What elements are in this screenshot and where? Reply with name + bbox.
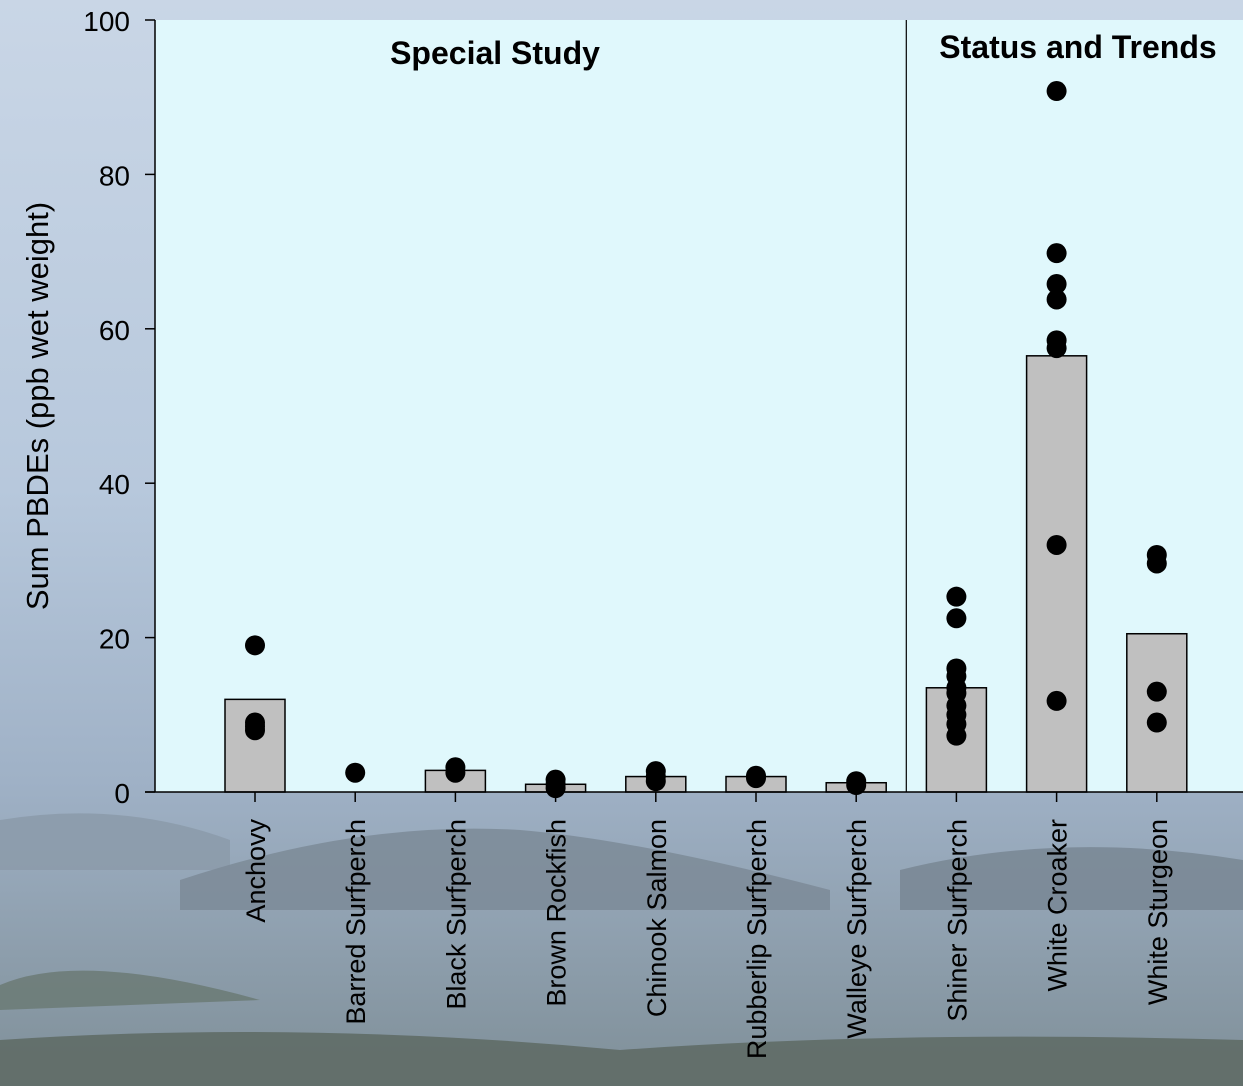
x-tick-label: Barred Surfperch bbox=[341, 819, 371, 1025]
background-hills bbox=[180, 828, 830, 910]
bar-white-croaker bbox=[1025, 355, 1088, 793]
y-tick-label: 0 bbox=[114, 778, 130, 809]
y-axis-label: Sum PBDEs (ppb wet weight) bbox=[20, 202, 55, 610]
data-point bbox=[1046, 534, 1067, 555]
x-tick-label: Walleye Surfperch bbox=[842, 819, 872, 1039]
x-tick-label: Brown Rockfish bbox=[542, 819, 572, 1007]
y-tick-label: 80 bbox=[99, 160, 130, 191]
data-point bbox=[946, 586, 967, 607]
data-point bbox=[545, 778, 566, 799]
background-headland bbox=[0, 970, 260, 1010]
data-point bbox=[846, 775, 867, 796]
data-point bbox=[645, 771, 666, 792]
y-tick-label: 20 bbox=[99, 624, 130, 655]
data-point bbox=[1146, 712, 1167, 733]
data-point bbox=[445, 762, 466, 783]
panel-title-status-and-trends: Status and Trends bbox=[939, 29, 1216, 65]
x-tick-label: Rubberlip Surfperch bbox=[742, 819, 772, 1059]
y-tick-label: 60 bbox=[99, 315, 130, 346]
data-point bbox=[1146, 681, 1167, 702]
y-axis-ticks: 0 20 40 60 80 100 bbox=[83, 6, 155, 809]
data-point bbox=[746, 768, 766, 789]
data-point bbox=[245, 720, 265, 741]
panel-title-special-study: Special Study bbox=[390, 35, 600, 71]
x-tick-label: White Croaker bbox=[1043, 819, 1073, 992]
x-tick-label: Shiner Surfperch bbox=[942, 819, 972, 1022]
data-point bbox=[245, 635, 265, 656]
x-tick-label: Anchovy bbox=[241, 819, 271, 923]
y-tick-label: 100 bbox=[83, 6, 130, 37]
x-axis-ticks: Anchovy Barred Surfperch Black Surfperch Br… bbox=[241, 792, 1173, 1059]
background-ridge bbox=[900, 847, 1243, 910]
data-point bbox=[1146, 553, 1167, 574]
background-photo bbox=[0, 813, 1243, 1086]
bar-series bbox=[224, 355, 1188, 793]
bar-white-sturgeon bbox=[1126, 632, 1188, 793]
background-shoreline bbox=[0, 1032, 1243, 1086]
data-point bbox=[1046, 274, 1067, 295]
data-point bbox=[1046, 289, 1067, 310]
x-tick-label: Chinook Salmon bbox=[642, 819, 672, 1017]
data-point bbox=[946, 608, 967, 629]
x-tick-label: White Sturgeon bbox=[1143, 819, 1173, 1005]
point-series bbox=[245, 81, 1167, 799]
data-point bbox=[345, 762, 366, 783]
x-tick-label: Black Surfperch bbox=[441, 819, 471, 1010]
data-point bbox=[1046, 690, 1067, 711]
y-tick-label: 40 bbox=[99, 469, 130, 500]
data-point bbox=[1046, 243, 1067, 264]
data-point bbox=[1046, 338, 1067, 359]
data-point bbox=[946, 725, 967, 746]
data-point bbox=[1046, 81, 1067, 102]
background-island bbox=[0, 813, 230, 870]
